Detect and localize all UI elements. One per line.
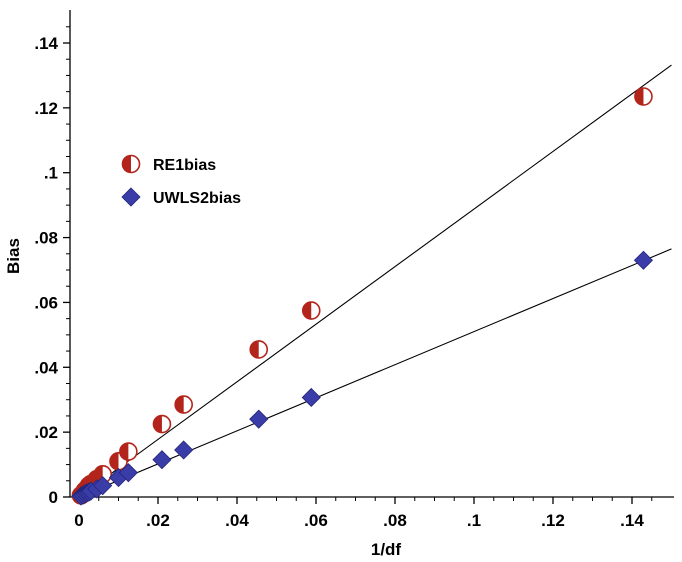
data-markers bbox=[71, 87, 654, 506]
y-axis-label: Bias bbox=[4, 238, 23, 274]
re1bias-point bbox=[152, 414, 172, 434]
re1bias-point bbox=[301, 301, 321, 320]
x-tick-label: .12 bbox=[541, 511, 565, 530]
x-axis-label: 1/df bbox=[371, 540, 402, 559]
x-tick-label: .1 bbox=[467, 511, 481, 530]
x-tick-label: .14 bbox=[620, 511, 644, 530]
legend-marker-uwls2bias bbox=[121, 187, 141, 207]
x-tick-label: 0 bbox=[74, 511, 83, 530]
legend: RE1bias UWLS2bias bbox=[121, 154, 241, 207]
x-tick-label: .06 bbox=[304, 511, 328, 530]
fit-lines bbox=[78, 64, 672, 498]
y-tick-label: .02 bbox=[34, 423, 58, 442]
legend-label-re1bias: RE1bias bbox=[153, 157, 216, 174]
legend-label-uwls2bias: UWLS2bias bbox=[153, 190, 241, 207]
marker-half-fill bbox=[175, 396, 184, 414]
marker-half-fill bbox=[110, 452, 119, 470]
x-tick-label: .04 bbox=[225, 511, 249, 530]
legend-marker-re1bias bbox=[121, 154, 141, 174]
uwls2bias-point bbox=[301, 387, 321, 408]
marker-half-fill bbox=[250, 340, 259, 358]
marker-half-fill bbox=[153, 415, 162, 433]
y-tick-label: 0 bbox=[49, 488, 58, 507]
x-axis-ticks: 0 .02 .04 .06 .08 .1 .12 .14 bbox=[74, 497, 653, 530]
legend-item-uwls2bias bbox=[121, 187, 141, 207]
x-tick-label: .08 bbox=[383, 511, 407, 530]
fit-line-re1bias bbox=[78, 64, 672, 498]
x-tick-label: .02 bbox=[146, 511, 170, 530]
fit-line-uwls2bias bbox=[78, 248, 672, 498]
re1bias-point bbox=[119, 442, 138, 461]
legend-item-re1bias bbox=[121, 154, 141, 174]
y-axis-ticks: 0 .02 .04 .06 .08 .1 .12 .14 bbox=[34, 26, 70, 507]
y-tick-label: .12 bbox=[34, 99, 58, 118]
marker-half-fill bbox=[634, 88, 644, 106]
uwls2bias-point bbox=[118, 463, 138, 483]
re1bias-point bbox=[634, 87, 653, 106]
y-tick-label: .08 bbox=[34, 229, 58, 248]
re1bias-point bbox=[249, 340, 269, 359]
y-tick-label: .1 bbox=[44, 164, 58, 183]
marker-half-fill bbox=[122, 155, 131, 173]
uwls2bias-point bbox=[174, 440, 194, 460]
re1bias-point bbox=[174, 395, 193, 414]
uwls2bias-point bbox=[249, 409, 269, 429]
marker-half-fill bbox=[302, 302, 312, 320]
uwls2bias-point bbox=[633, 250, 654, 270]
uwls2bias-point bbox=[93, 476, 113, 496]
y-tick-label: .04 bbox=[34, 358, 58, 377]
marker-half-fill bbox=[119, 443, 129, 461]
uwls2bias-point bbox=[152, 450, 172, 470]
y-tick-label: .06 bbox=[34, 293, 58, 312]
y-tick-label: .14 bbox=[34, 34, 58, 53]
